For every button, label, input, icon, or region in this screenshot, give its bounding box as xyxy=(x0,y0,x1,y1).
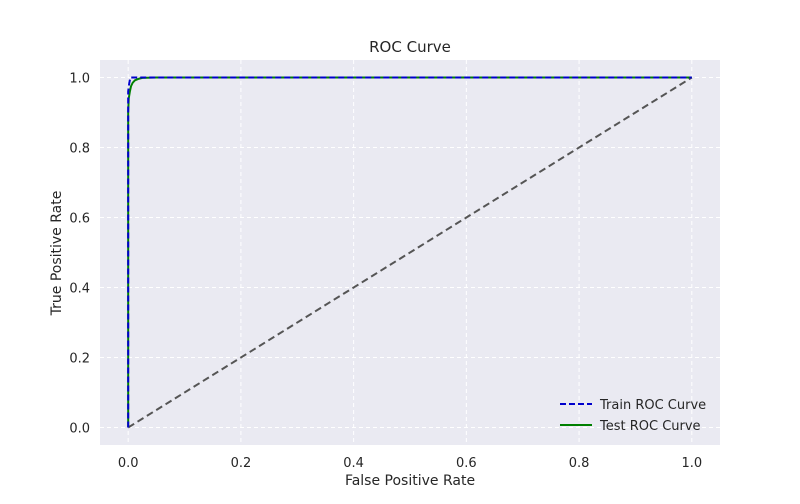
x-tick-label: 0.4 xyxy=(343,456,364,471)
x-tick-label: 0.6 xyxy=(456,456,477,471)
x-tick-label: 0.0 xyxy=(118,456,139,471)
y-tick-labels: 0.0 0.2 0.4 0.6 0.8 1.0 xyxy=(69,72,90,437)
x-tick-label: 1.0 xyxy=(681,456,702,471)
y-tick-label: 0.6 xyxy=(69,212,90,227)
y-tick-label: 0.8 xyxy=(69,142,90,157)
x-axis-label: False Positive Rate xyxy=(345,473,475,489)
y-tick-label: 1.0 xyxy=(69,72,90,87)
y-tick-label: 0.4 xyxy=(69,282,90,297)
series-line-train xyxy=(127,76,692,428)
reference-line-layer xyxy=(127,76,693,429)
x-tick-label: 0.2 xyxy=(231,456,252,471)
legend-label-train: Train ROC Curve xyxy=(599,398,706,413)
x-tick-label: 0.8 xyxy=(569,456,590,471)
series-layer xyxy=(127,76,692,428)
y-tick-label: 0.2 xyxy=(69,352,90,367)
chart-title: ROC Curve xyxy=(369,38,451,56)
x-tick-labels: 0.0 0.2 0.4 0.6 0.8 1.0 xyxy=(118,456,702,471)
y-axis-label: True Positive Rate xyxy=(49,191,65,317)
reference-diagonal-line xyxy=(127,76,693,429)
y-tick-label: 0.0 xyxy=(69,422,90,437)
legend-label-test: Test ROC Curve xyxy=(599,419,701,434)
legend: Train ROC Curve Test ROC Curve xyxy=(560,398,706,434)
